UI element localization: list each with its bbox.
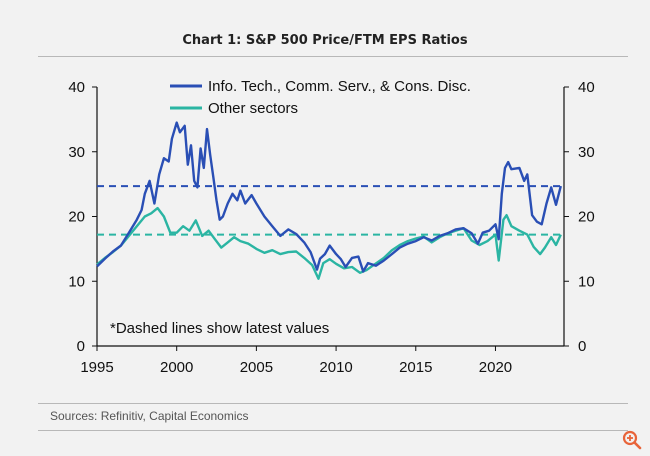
- chart-title: Chart 1: S&P 500 Price/FTM EPS Ratios: [182, 33, 468, 48]
- top-rule: [38, 56, 628, 57]
- zoom-in-icon[interactable]: [621, 429, 643, 451]
- x-tick-label: 2020: [479, 359, 512, 376]
- series-line-2: [96, 206, 562, 280]
- source-text: Sources: Refinitiv, Capital Economics: [50, 409, 249, 423]
- series-line-1: [96, 121, 562, 273]
- x-tick-label: 1995: [80, 359, 113, 376]
- x-tick-label: 2015: [399, 359, 432, 376]
- middle-rule: [38, 403, 628, 404]
- right-tick-label: 30: [578, 144, 595, 161]
- x-tick-label: 2000: [160, 359, 193, 376]
- right-tick-label: 20: [578, 209, 595, 226]
- x-tick-label: 2005: [240, 359, 273, 376]
- y-tick-label: 10: [68, 273, 85, 290]
- chart-note: *Dashed lines show latest values: [110, 320, 329, 337]
- right-tick-label: 40: [578, 79, 595, 96]
- y-tick-label: 20: [68, 209, 85, 226]
- bottom-rule: [38, 430, 628, 431]
- right-tick-label: 0: [578, 338, 586, 355]
- x-tick-label: 2010: [319, 359, 352, 376]
- legend-label-2: Other sectors: [208, 100, 298, 117]
- y-tick-label: 40: [68, 79, 85, 96]
- legend-label-1: Info. Tech., Comm. Serv., & Cons. Disc.: [208, 78, 471, 95]
- y-tick-label: 0: [77, 338, 85, 355]
- right-tick-label: 10: [578, 273, 595, 290]
- y-tick-label: 30: [68, 144, 85, 161]
